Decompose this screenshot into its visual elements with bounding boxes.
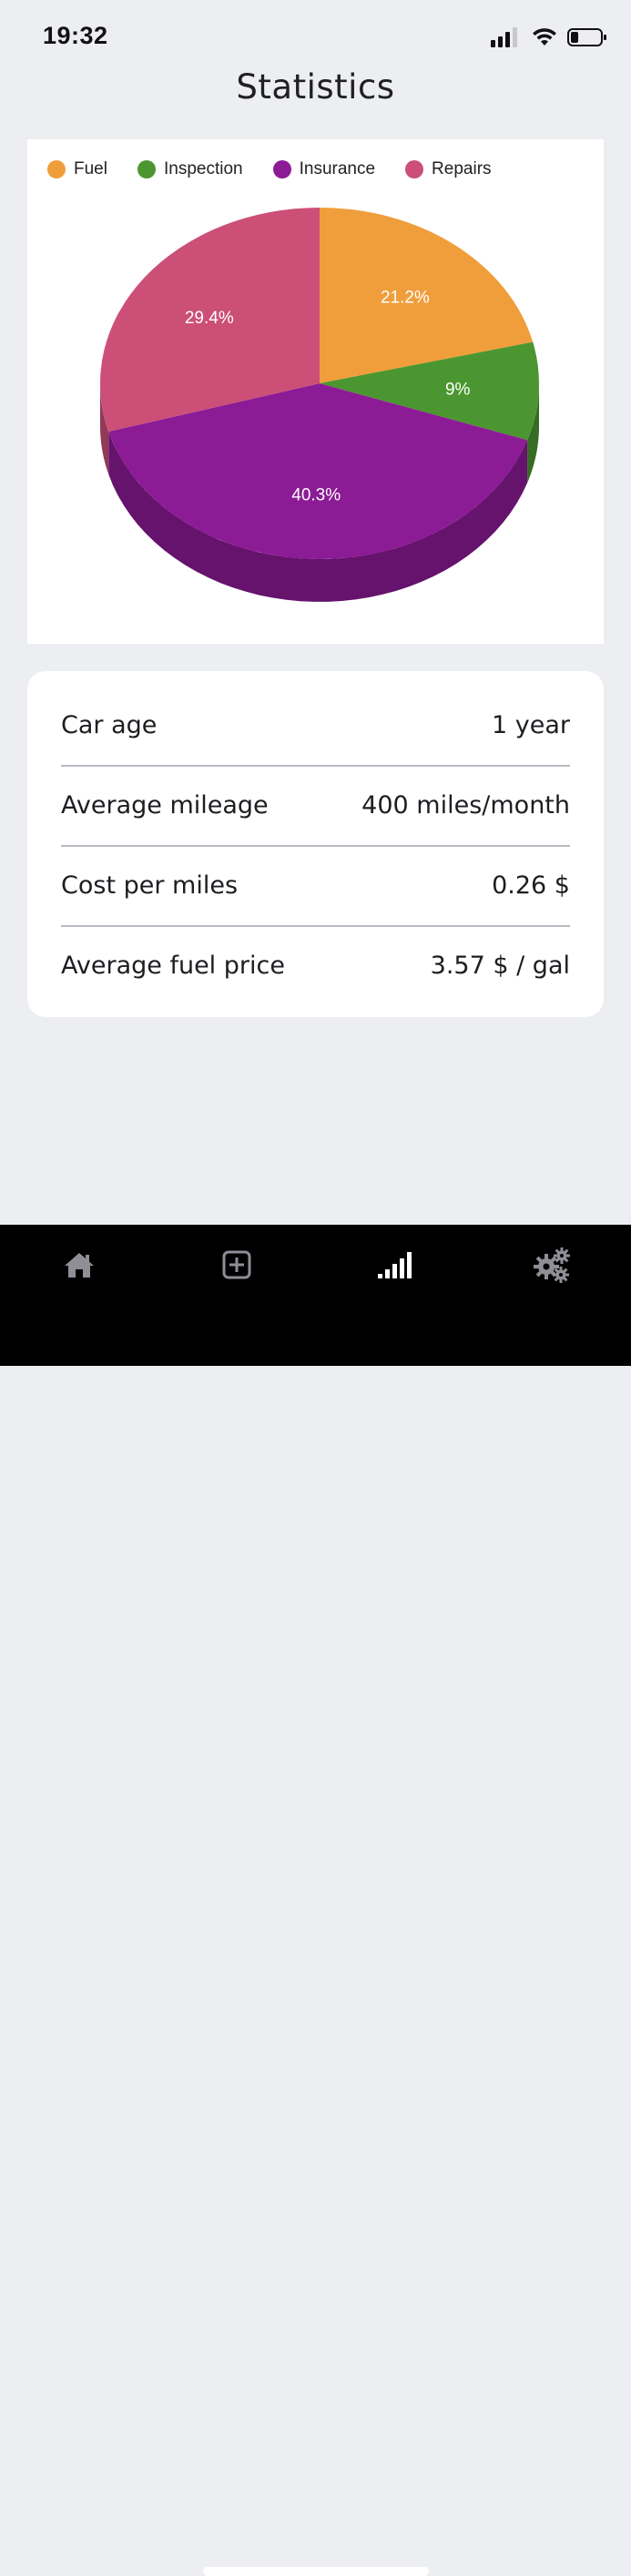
stat-label: Cost per miles [61, 871, 239, 900]
stat-label: Car age [61, 710, 158, 739]
home-icon [65, 1253, 94, 1278]
stat-value: 400 miles/month [361, 790, 570, 820]
add-square-icon [222, 1250, 251, 1279]
stats-card: Car age 1 year Average mileage 400 miles… [27, 671, 604, 1017]
legend-label-repairs: Repairs [432, 159, 492, 178]
tab-statistics[interactable] [367, 1237, 422, 1292]
legend-item-repairs[interactable]: Repairs [405, 159, 492, 179]
stat-row-average-mileage: Average mileage 400 miles/month [61, 765, 570, 847]
stat-value: 3.57 $ / gal [430, 951, 570, 980]
pie-label-inspection: 9% [445, 381, 471, 400]
pie-label-insurance: 40.3% [291, 486, 341, 505]
stat-label: Average mileage [61, 790, 269, 820]
tab-bar [0, 1225, 631, 2576]
battery-icon [567, 28, 606, 46]
home-indicator[interactable] [203, 2567, 429, 2576]
pie-slice-inspection[interactable] [320, 341, 539, 441]
legend-dot-inspection [137, 160, 156, 178]
stat-row-car-age: Car age 1 year [61, 685, 570, 767]
legend-item-fuel[interactable]: Fuel [47, 159, 107, 179]
stat-label: Average fuel price [61, 951, 285, 980]
tab-settings[interactable] [524, 1237, 579, 1292]
status-icons [491, 27, 607, 47]
pie-slice-insurance[interactable] [108, 383, 528, 559]
legend-label-inspection: Inspection [163, 159, 243, 178]
expense-chart-card: Fuel Inspection Insurance Repairs 21.2% 9… [27, 139, 604, 644]
pie-side-inspection [527, 383, 539, 484]
chart-legend: Fuel Inspection Insurance Repairs [47, 159, 522, 179]
legend-item-inspection[interactable]: Inspection [137, 159, 243, 179]
status-time: 19:32 [43, 22, 108, 49]
pie-side-insurance [108, 432, 528, 602]
page-title: Statistics [236, 67, 395, 107]
legend-dot-insurance [272, 160, 291, 178]
wifi-icon [533, 28, 556, 46]
legend-dot-fuel [47, 160, 66, 178]
pie-slice-repairs[interactable] [100, 208, 320, 432]
stat-value: 1 year [492, 710, 570, 739]
legend-dot-repairs [405, 160, 424, 178]
pie-chart: 21.2% 9% 40.3% 29.4% [100, 208, 539, 602]
pie-label-fuel: 21.2% [381, 288, 430, 307]
settings-gears-icon [534, 1247, 570, 1283]
stat-row-average-fuel-price: Average fuel price 3.57 $ / gal [61, 925, 570, 1005]
cellular-signal-icon [491, 27, 517, 47]
pie-slice-fuel[interactable] [320, 208, 534, 383]
legend-item-insurance[interactable]: Insurance [272, 159, 376, 179]
legend-label-fuel: Fuel [74, 159, 107, 178]
stat-row-cost-per-miles: Cost per miles 0.26 $ [61, 845, 570, 927]
status-bar: 19:32 [0, 0, 631, 78]
pie-label-repairs: 29.4% [185, 309, 234, 328]
stat-value: 0.26 $ [492, 871, 570, 900]
tab-add[interactable] [209, 1237, 264, 1292]
statistics-bars-icon [378, 1252, 412, 1278]
pie-side-repairs [100, 383, 109, 474]
legend-label-insurance: Insurance [299, 159, 376, 178]
tab-home[interactable] [52, 1237, 107, 1292]
